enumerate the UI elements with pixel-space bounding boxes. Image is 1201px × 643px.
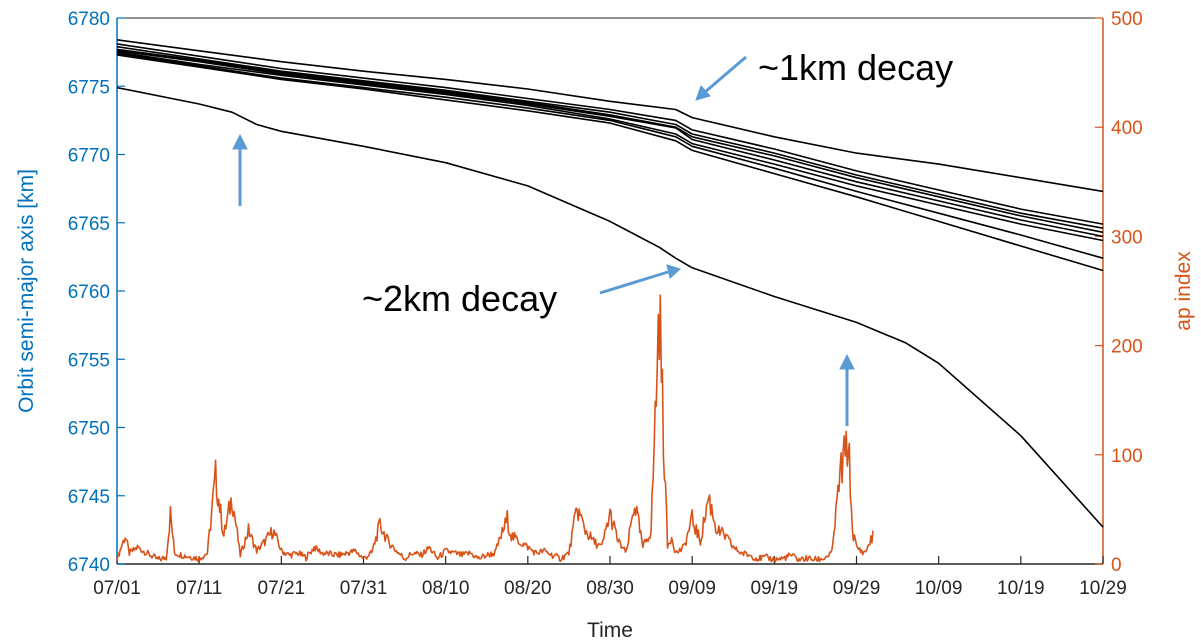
ap-index-line xyxy=(116,294,874,563)
left-tick-label: 6740 xyxy=(68,555,110,576)
arrowhead-1km-decay xyxy=(695,85,711,101)
left-y-axis-title: Orbit semi-major axis [km] xyxy=(15,169,38,413)
x-ticks: 07/01 07/11 07/21 07/31 08/10 08/20 08/30 09/09… xyxy=(93,556,1127,599)
x-tick-label: 07/21 xyxy=(258,578,306,599)
x-tick-label: 08/20 xyxy=(504,578,552,599)
orbit-line-6 xyxy=(116,51,1104,242)
arrow-2km-decay xyxy=(599,270,669,295)
x-tick-label: 07/01 xyxy=(93,578,141,599)
x-tick-label: 10/09 xyxy=(915,578,963,599)
orbit-line-8 xyxy=(116,54,1104,272)
right-tick-label: 200 xyxy=(1111,337,1143,358)
orbit-line-2 xyxy=(116,43,1104,225)
left-tick-label: 6780 xyxy=(68,9,110,30)
orbit-line-5 xyxy=(116,50,1104,238)
right-y-ticks: 0 100 200 300 400 500 xyxy=(1095,9,1143,576)
ap-index-series xyxy=(116,294,874,563)
left-y-ticks: 6740 6745 6750 6755 6760 6765 6770 6775 6780 xyxy=(68,9,125,576)
orbit-line-9 xyxy=(116,86,1104,528)
left-tick-label: 6760 xyxy=(68,282,110,303)
orbit-line-7 xyxy=(116,52,1104,259)
annotation-arrows xyxy=(232,55,855,426)
arrow-1km-decay xyxy=(704,55,747,94)
x-tick-label: 09/29 xyxy=(833,578,881,599)
arrowhead-up-late xyxy=(839,353,855,370)
x-axis-title: Time xyxy=(587,619,633,642)
x-tick-label: 10/19 xyxy=(997,578,1045,599)
right-y-axis-title: ap index xyxy=(1172,251,1195,331)
annotation-2km-decay: ~2km decay xyxy=(362,278,557,319)
left-tick-label: 6755 xyxy=(68,350,110,371)
annotation-1km-decay: ~1km decay xyxy=(758,47,953,88)
x-tick-label: 07/11 xyxy=(176,578,222,599)
left-tick-label: 6775 xyxy=(68,77,110,98)
x-tick-label: 08/10 xyxy=(422,578,470,599)
left-tick-label: 6765 xyxy=(68,214,110,235)
right-tick-label: 500 xyxy=(1111,9,1143,30)
left-tick-label: 6745 xyxy=(68,487,110,508)
right-tick-label: 0 xyxy=(1111,555,1122,576)
x-tick-label: 09/09 xyxy=(668,578,716,599)
right-tick-label: 100 xyxy=(1111,446,1143,467)
x-tick-label: 10/29 xyxy=(1079,578,1127,599)
arrowhead-up-early xyxy=(232,133,248,150)
orbit-line-1 xyxy=(116,39,1104,193)
left-tick-label: 6750 xyxy=(68,419,110,440)
right-tick-label: 400 xyxy=(1111,118,1143,139)
arrowhead-2km-decay xyxy=(666,264,681,279)
x-tick-label: 07/31 xyxy=(340,578,388,599)
x-tick-label: 08/30 xyxy=(586,578,634,599)
orbit-line-3 xyxy=(116,45,1104,229)
x-tick-label: 09/19 xyxy=(751,578,799,599)
left-tick-label: 6770 xyxy=(68,146,110,167)
orbit-series-group xyxy=(116,39,1104,528)
right-tick-label: 300 xyxy=(1111,227,1143,248)
orbit-line-4 xyxy=(116,48,1104,234)
